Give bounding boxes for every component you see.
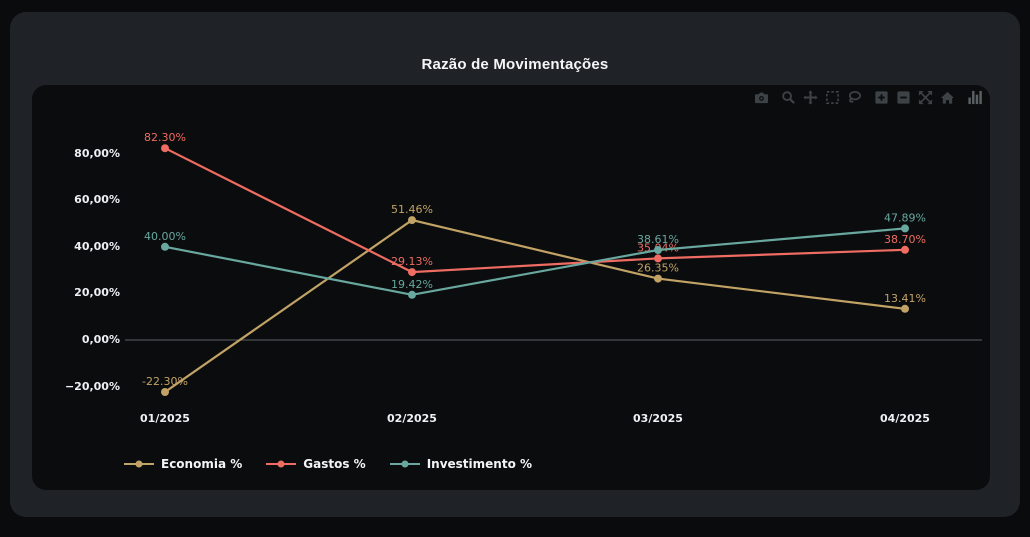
y-tick-label: −20,00%: [64, 380, 120, 393]
legend-item[interactable]: Economia %: [124, 457, 242, 471]
x-tick-label: 03/2025: [633, 412, 683, 425]
data-point-label: 38.61%: [637, 233, 679, 246]
legend-item[interactable]: Investimento %: [389, 457, 533, 471]
y-tick-label: 0,00%: [81, 333, 120, 346]
chart-legend: Economia % Gastos % Investimento %: [124, 457, 532, 471]
legend-item[interactable]: Gastos %: [266, 457, 366, 471]
series-line: [164, 147, 906, 274]
x-tick-label: 01/2025: [140, 412, 190, 425]
data-point[interactable]: [161, 144, 169, 153]
data-point-label: 26.35%: [637, 262, 679, 275]
data-point[interactable]: [408, 216, 416, 225]
zoom-icon[interactable]: [781, 90, 796, 105]
legend-swatch-icon: [124, 460, 154, 468]
chart-card: Razão de Movimentações -22.30% 51.46% 26.3…: [10, 12, 1020, 517]
data-point-label: 38.70%: [884, 233, 926, 246]
data-point-label: 13.41%: [884, 292, 926, 305]
plotly-modebar: [742, 90, 982, 105]
x-tick-label: 02/2025: [387, 412, 437, 425]
data-point[interactable]: [901, 304, 909, 313]
data-point[interactable]: [901, 245, 909, 254]
pan-icon[interactable]: [803, 90, 818, 105]
legend-label: Economia %: [161, 457, 243, 471]
data-point-label: 29.13%: [391, 255, 433, 268]
series-line: [164, 218, 906, 393]
chart-title: Razão de Movimentações: [421, 56, 609, 73]
data-point[interactable]: [408, 290, 416, 299]
plotly-logo-icon[interactable]: [967, 90, 982, 105]
camera-icon[interactable]: [754, 90, 769, 105]
data-point-label: 82.30%: [144, 131, 186, 144]
data-point-label: 40.00%: [144, 230, 186, 243]
data-point[interactable]: [654, 254, 662, 263]
y-tick-label: 80,00%: [74, 147, 120, 160]
legend-swatch-icon: [266, 460, 297, 468]
lasso-select-icon[interactable]: [847, 90, 862, 105]
series-line: [164, 227, 906, 296]
legend-label: Investimento %: [426, 457, 533, 471]
line-chart-plot-area[interactable]: -22.30%51.46%26.35%13.41%82.30%29.13%35.…: [32, 85, 990, 490]
autoscale-icon[interactable]: [918, 90, 933, 105]
data-point[interactable]: [654, 274, 662, 283]
box-select-icon[interactable]: [825, 90, 840, 105]
zoom-in-icon[interactable]: [874, 90, 889, 105]
x-tick-label: 04/2025: [880, 412, 930, 425]
legend-swatch-icon: [389, 460, 420, 468]
data-point[interactable]: [654, 246, 662, 254]
data-point[interactable]: [408, 268, 416, 277]
data-point[interactable]: [901, 224, 909, 233]
reset-axes-icon[interactable]: [940, 90, 955, 105]
zoom-out-icon[interactable]: [896, 90, 911, 105]
data-point-label: -22.30%: [142, 375, 188, 388]
data-point[interactable]: [161, 242, 169, 251]
data-point-label: 19.42%: [391, 278, 433, 291]
data-point-label: 51.46%: [391, 203, 433, 216]
data-point[interactable]: [161, 388, 169, 396]
chart-panel: -22.30%51.46%26.35%13.41%82.30%29.13%35.…: [32, 85, 990, 490]
legend-label: Gastos %: [303, 457, 366, 471]
y-tick-label: 40,00%: [74, 240, 120, 253]
data-point-label: 47.89%: [884, 211, 926, 224]
y-tick-label: 20,00%: [74, 286, 120, 299]
y-tick-label: 60,00%: [74, 193, 120, 206]
